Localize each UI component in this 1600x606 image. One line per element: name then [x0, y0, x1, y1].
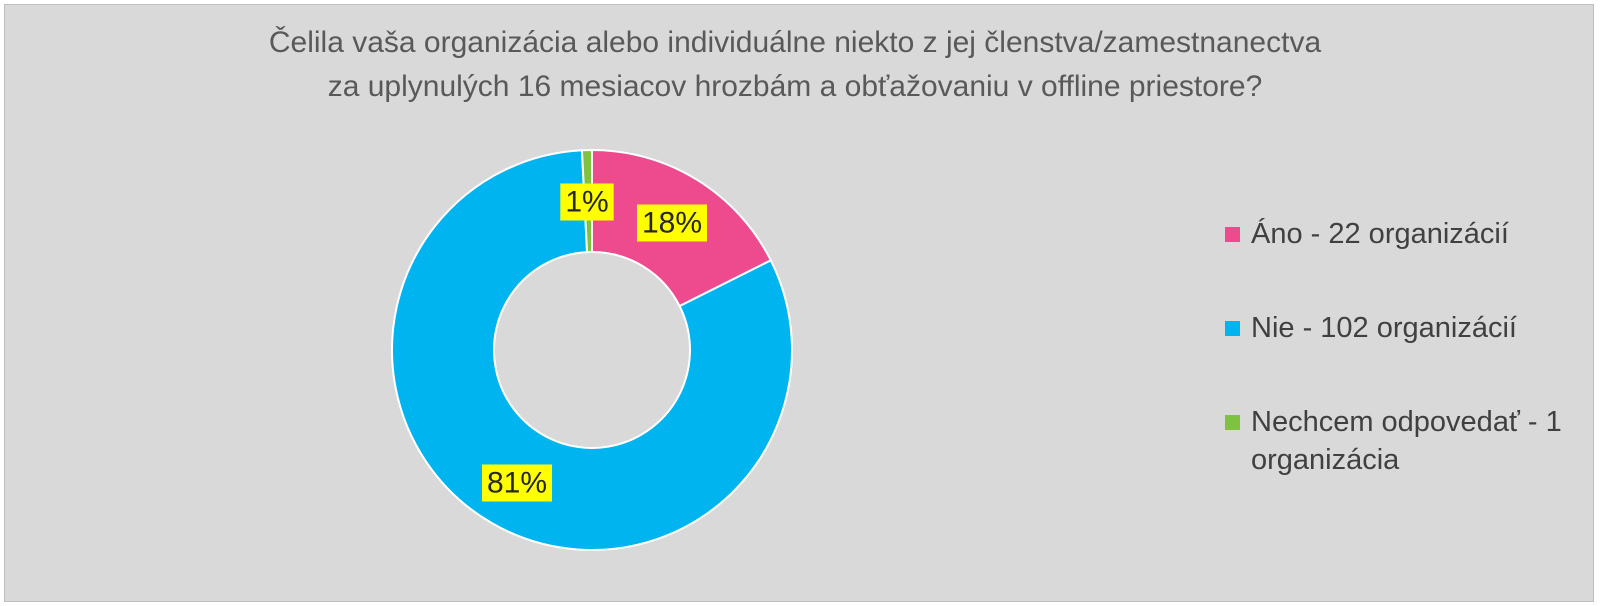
data-label-box-nechcem [560, 183, 614, 221]
chart-title-line-2: za uplynulých 16 mesiacov hrozbám a obťa… [327, 70, 1263, 103]
data-label-nechcem: 1% [560, 183, 614, 221]
legend-item-nie: Nie - 102 organizácií [1225, 309, 1595, 347]
data-label-ano: 18% [636, 204, 708, 242]
chart-area: Čelila vaša organizácia alebo individuál… [4, 4, 1594, 602]
legend-item-nechcem: Nechcem odpovedať - 1 organizácia [1225, 403, 1595, 479]
data-label-box-ano [636, 204, 708, 242]
chart-title-line-1: Čelila vaša organizácia alebo individuál… [268, 26, 1322, 59]
legend-swatch-nie [1225, 321, 1240, 336]
data-label-text-nie: 81% [487, 467, 547, 500]
data-label-text-nechcem: 1% [565, 186, 608, 219]
legend-item-ano: Áno - 22 organizácií [1225, 215, 1595, 253]
data-label-nie: 81% [481, 464, 553, 502]
legend-swatch-ano [1225, 227, 1240, 242]
legend: Áno - 22 organizácií Nie - 102 organizác… [1225, 215, 1595, 479]
donut-chart: 18% 81% 1% [391, 148, 793, 551]
legend-label-ano: Áno - 22 organizácií [1251, 218, 1509, 250]
chart-title: Čelila vaša organizácia alebo individuál… [5, 21, 1585, 109]
legend-label-nie: Nie - 102 organizácií [1251, 312, 1517, 344]
donut-slice-nie [391, 149, 793, 551]
data-label-box-nie [481, 464, 553, 502]
legend-swatch-nechcem [1225, 415, 1240, 430]
legend-label-nechcem: Nechcem odpovedať - 1 organizácia [1251, 406, 1562, 476]
data-label-text-ano: 18% [642, 207, 702, 240]
